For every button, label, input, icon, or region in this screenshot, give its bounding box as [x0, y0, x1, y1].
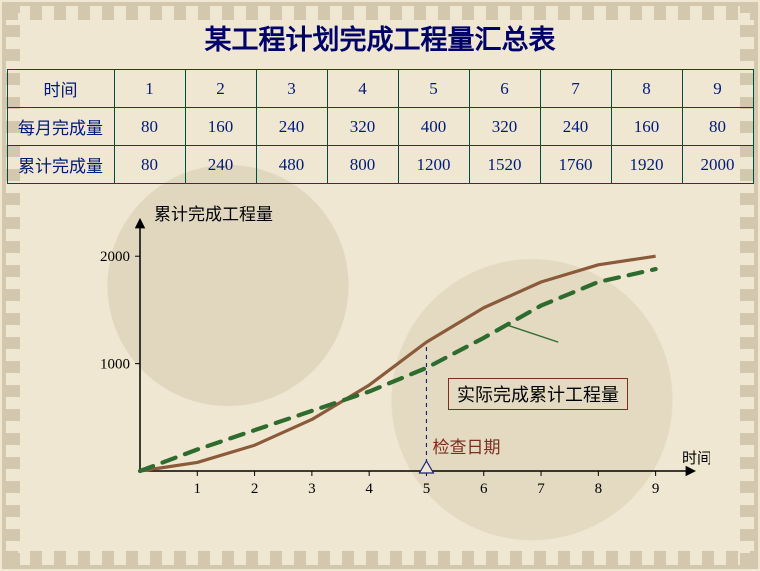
page-title: 某工程计划完成工程量汇总表: [0, 18, 760, 57]
cell: 240: [256, 108, 327, 146]
cell: 9: [682, 70, 753, 108]
svg-text:1: 1: [194, 481, 202, 497]
cell: 1760: [540, 146, 611, 184]
svg-text:2: 2: [251, 481, 258, 497]
cell: 480: [256, 146, 327, 184]
cumulative-chart: 1000 2000 1 2 3 4 5 6 7 8 9 累计完成工程量时间 检查日期 实际完成累计工程量: [70, 196, 760, 526]
cell: 80: [682, 108, 753, 146]
row-header: 累计完成量: [7, 146, 114, 184]
cell: 320: [327, 108, 398, 146]
cell: 400: [398, 108, 469, 146]
cell: 3: [256, 70, 327, 108]
cell: 240: [185, 146, 256, 184]
cell: 800: [327, 146, 398, 184]
cell: 320: [469, 108, 540, 146]
summary-table: 时间123456789每月完成量801602403204003202401608…: [7, 69, 754, 184]
svg-text:9: 9: [652, 481, 660, 497]
cell: 160: [185, 108, 256, 146]
row-header: 每月完成量: [7, 108, 114, 146]
svg-text:5: 5: [423, 481, 431, 497]
actual-series-label: 实际完成累计工程量: [448, 378, 628, 410]
cell: 240: [540, 108, 611, 146]
svg-text:4: 4: [365, 481, 373, 497]
cell: 2000: [682, 146, 753, 184]
cell: 160: [611, 108, 682, 146]
cell: 2: [185, 70, 256, 108]
cell: 80: [114, 146, 185, 184]
cell: 7: [540, 70, 611, 108]
cell: 1: [114, 70, 185, 108]
cell: 6: [469, 70, 540, 108]
svg-text:2000: 2000: [100, 249, 130, 265]
row-header: 时间: [7, 70, 114, 108]
cell: 5: [398, 70, 469, 108]
svg-text:时间: 时间: [682, 450, 710, 467]
cell: 4: [327, 70, 398, 108]
svg-text:1000: 1000: [100, 357, 130, 373]
cell: 8: [611, 70, 682, 108]
cell: 1200: [398, 146, 469, 184]
svg-text:累计完成工程量: 累计完成工程量: [154, 205, 273, 224]
cell: 1520: [469, 146, 540, 184]
svg-text:检查日期: 检查日期: [432, 438, 500, 457]
svg-text:3: 3: [308, 481, 316, 497]
svg-text:6: 6: [480, 481, 488, 497]
cell: 80: [114, 108, 185, 146]
svg-text:7: 7: [537, 481, 545, 497]
svg-text:8: 8: [595, 481, 603, 497]
cell: 1920: [611, 146, 682, 184]
